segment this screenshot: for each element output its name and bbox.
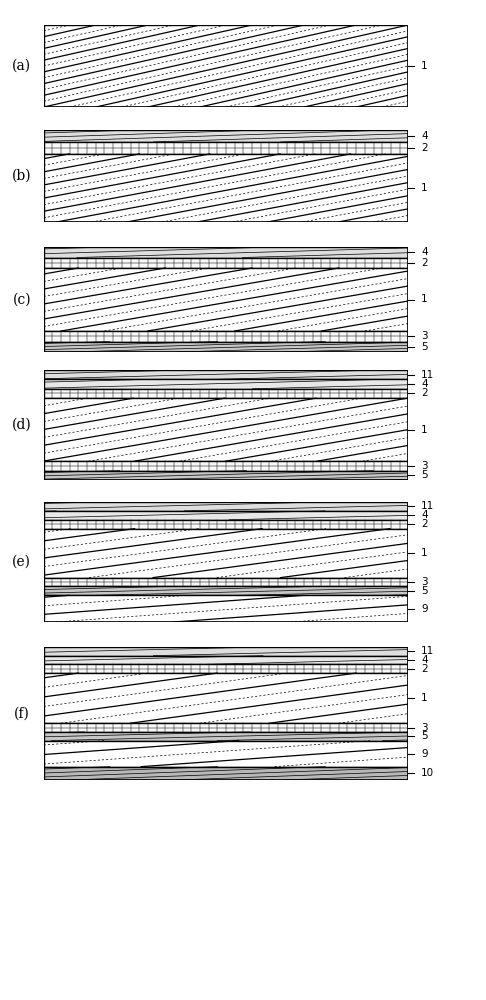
Bar [44,767,408,780]
Text: (e): (e) [12,555,32,569]
Bar [44,257,408,268]
Bar [44,578,408,586]
Bar [44,130,408,142]
Bar [44,673,408,723]
Text: (a): (a) [12,59,32,73]
Text: 11: 11 [421,370,434,380]
Bar [44,741,408,767]
Text: 11: 11 [421,501,434,511]
Text: 3: 3 [421,723,428,733]
Bar [44,471,408,480]
Text: 3: 3 [421,331,428,341]
Bar [44,586,408,595]
Bar [44,595,408,622]
Text: 5: 5 [421,342,428,352]
Bar [44,502,408,511]
Text: 11: 11 [421,646,434,656]
Bar [44,461,408,471]
Text: 1: 1 [421,183,428,193]
Bar [44,130,408,142]
Bar [44,673,408,723]
Bar [44,142,408,154]
Text: 2: 2 [421,258,428,268]
Bar [44,741,408,767]
Bar [44,502,408,511]
Text: 1: 1 [421,61,428,71]
Bar [44,154,408,222]
Bar [44,268,408,331]
Text: 4: 4 [421,510,428,520]
Text: 4: 4 [421,655,428,665]
Bar [44,723,408,732]
Text: 9: 9 [421,604,428,614]
Text: 2: 2 [421,143,428,153]
Bar [44,342,408,352]
Bar [44,767,408,780]
Bar [44,511,408,520]
Text: 5: 5 [421,586,428,596]
Bar [44,379,408,389]
Text: (f): (f) [14,706,30,720]
Bar [44,656,408,664]
Bar [44,595,408,622]
Bar [44,664,408,673]
Bar [44,656,408,664]
Text: 4: 4 [421,131,428,141]
Bar [44,398,408,461]
Text: 1: 1 [421,294,428,304]
Bar [44,647,408,656]
Bar [44,389,408,398]
Text: 4: 4 [421,247,428,257]
Text: (b): (b) [12,169,32,183]
Bar [44,370,408,379]
Text: (c): (c) [13,292,31,306]
Bar [44,461,408,471]
Bar [44,268,408,331]
Text: 5: 5 [421,731,428,741]
Text: 4: 4 [421,379,428,389]
Bar [44,520,408,529]
Bar [44,370,408,379]
Text: 9: 9 [421,749,428,759]
Bar [44,331,408,342]
Bar [44,142,408,154]
Text: 1: 1 [421,548,428,558]
Bar [44,647,408,656]
Text: 2: 2 [421,388,428,398]
Bar [44,389,408,398]
Bar [44,586,408,595]
Bar [44,247,408,257]
Text: 3: 3 [421,461,428,471]
Bar [44,578,408,586]
Bar [44,732,408,741]
Text: 1: 1 [421,425,428,435]
Bar [44,723,408,732]
Text: 10: 10 [421,768,434,778]
Bar [44,471,408,480]
Text: 5: 5 [421,470,428,480]
Bar [44,398,408,461]
Bar [44,342,408,352]
Bar [44,529,408,578]
Text: 2: 2 [421,519,428,529]
Bar [44,732,408,741]
Bar [44,154,408,222]
Bar [44,331,408,342]
Bar [44,247,408,257]
Bar [44,664,408,673]
Text: 3: 3 [421,577,428,587]
Bar [44,529,408,578]
Text: (d): (d) [12,418,32,432]
Text: 2: 2 [421,664,428,674]
Bar [44,257,408,268]
Bar [44,511,408,520]
Bar [44,379,408,389]
Bar [44,520,408,529]
Text: 1: 1 [421,693,428,703]
